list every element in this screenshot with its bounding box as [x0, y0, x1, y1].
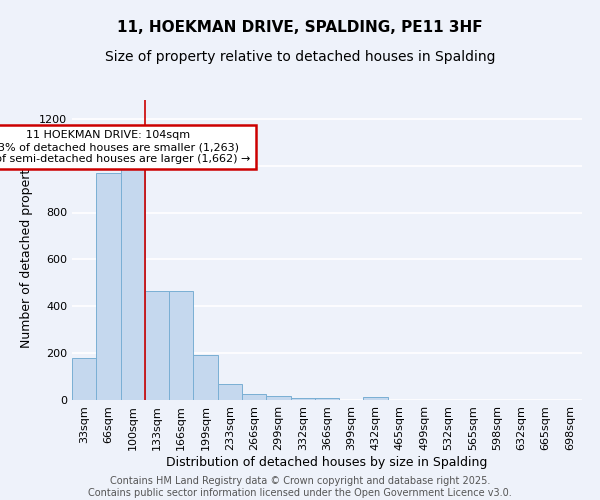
Bar — [169, 291, 193, 400]
Bar — [242, 394, 266, 400]
Bar — [193, 356, 218, 400]
Bar — [315, 398, 339, 400]
Bar — [266, 396, 290, 400]
Text: Size of property relative to detached houses in Spalding: Size of property relative to detached ho… — [105, 50, 495, 64]
Bar — [364, 396, 388, 400]
Bar — [218, 384, 242, 400]
Bar — [96, 172, 121, 400]
Bar — [72, 358, 96, 400]
X-axis label: Distribution of detached houses by size in Spalding: Distribution of detached houses by size … — [166, 456, 488, 468]
Text: 11, HOEKMAN DRIVE, SPALDING, PE11 3HF: 11, HOEKMAN DRIVE, SPALDING, PE11 3HF — [117, 20, 483, 35]
Bar — [290, 398, 315, 400]
Bar — [145, 291, 169, 400]
Text: Contains HM Land Registry data © Crown copyright and database right 2025.
Contai: Contains HM Land Registry data © Crown c… — [88, 476, 512, 498]
Bar — [121, 164, 145, 400]
Y-axis label: Number of detached properties: Number of detached properties — [20, 152, 34, 348]
Text: 11 HOEKMAN DRIVE: 104sqm
← 43% of detached houses are smaller (1,263)
57% of sem: 11 HOEKMAN DRIVE: 104sqm ← 43% of detach… — [0, 130, 250, 164]
